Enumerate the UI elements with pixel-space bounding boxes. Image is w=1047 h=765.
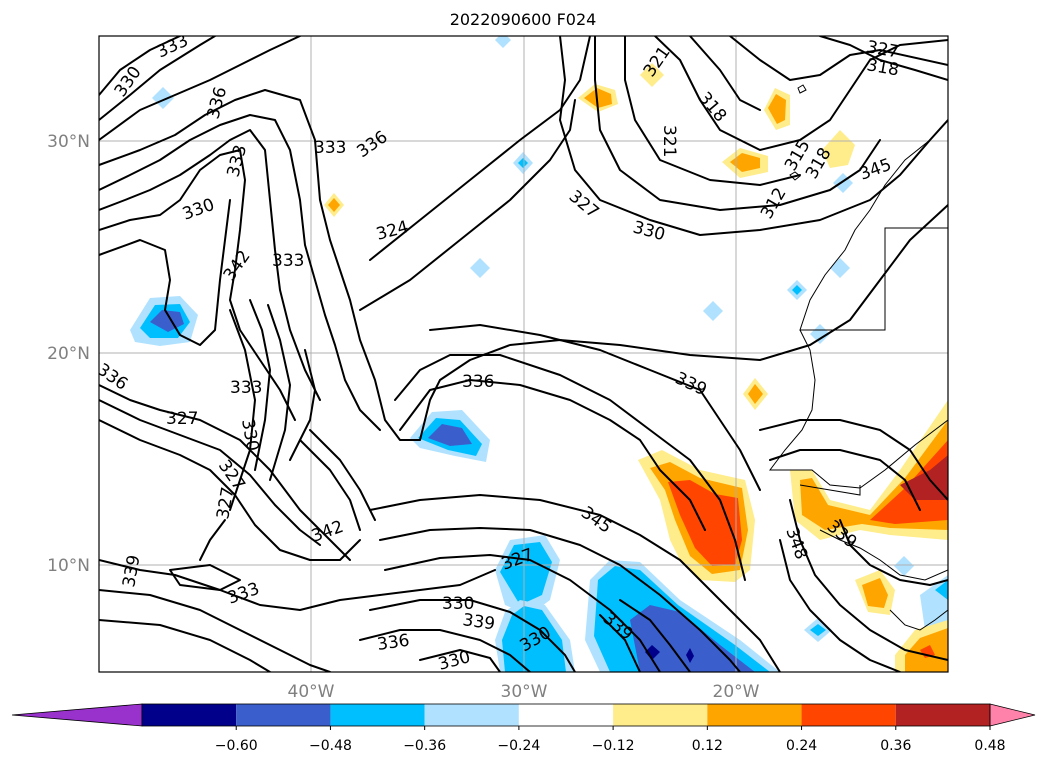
contour-label: 333 (272, 251, 304, 271)
lat-label: 10°N (47, 556, 90, 576)
colorbar-tick-label: 0.24 (786, 738, 817, 754)
colorbar-swatch (895, 704, 990, 726)
map-plot-area: 333 330 336 333 330 342 333 336 333 324 … (99, 36, 948, 672)
colorbar-frame (141, 703, 991, 727)
lon-label: 20°W (713, 682, 760, 702)
colorbar-tick-label: −0.24 (497, 738, 540, 754)
contour-label: 330 (442, 594, 474, 614)
colorbar-tick-label: 0.48 (974, 738, 1005, 754)
lat-label: 20°N (47, 344, 90, 364)
colorbar-swatch (424, 704, 519, 726)
lat-labels: 30°N 20°N 10°N (47, 132, 90, 576)
colorbar-tick-label: 0.36 (880, 738, 911, 754)
map-title: 2022090600 F024 (450, 10, 597, 29)
contour-label: 333 (314, 138, 346, 158)
contour-label: 336 (376, 631, 411, 655)
colorbar-swatch (613, 704, 708, 726)
colorbar-swatch (707, 704, 802, 726)
colorbar-swatch (330, 704, 425, 726)
colorbar-tick-label: −0.12 (592, 738, 635, 754)
map-frame (98, 35, 949, 673)
colorbar-tick-label: −0.36 (403, 738, 446, 754)
colorbar-swatch (518, 704, 614, 726)
lat-label: 30°N (47, 132, 90, 152)
colorbar-extend-high (989, 703, 1036, 727)
colorbar (11, 703, 1036, 727)
contour-label: 339 (461, 610, 496, 634)
colorbar-tick-label: −0.60 (215, 738, 258, 754)
colorbar-extend-low (11, 703, 143, 727)
contour-label: 321 (659, 125, 679, 157)
colorbar-labels: −0.60 −0.48 −0.36 −0.24 −0.12 0.12 0.24 0.36 0.4… (215, 726, 1006, 754)
contour-label: 327 (166, 409, 198, 429)
colorbar-tick-label: −0.48 (309, 738, 352, 754)
colorbar-swatch (801, 704, 896, 726)
lon-label: 30°W (501, 682, 548, 702)
contour-label: 333 (230, 378, 262, 398)
contour-label: 336 (462, 372, 494, 392)
lon-label: 40°W (288, 682, 335, 702)
lon-labels: 40°W 30°W 20°W (288, 682, 760, 702)
colorbar-tick-label: 0.12 (692, 738, 723, 754)
colorbar-swatch (236, 704, 331, 726)
colorbar-swatch (142, 704, 237, 726)
contours (99, 36, 948, 672)
graticule (99, 36, 948, 672)
